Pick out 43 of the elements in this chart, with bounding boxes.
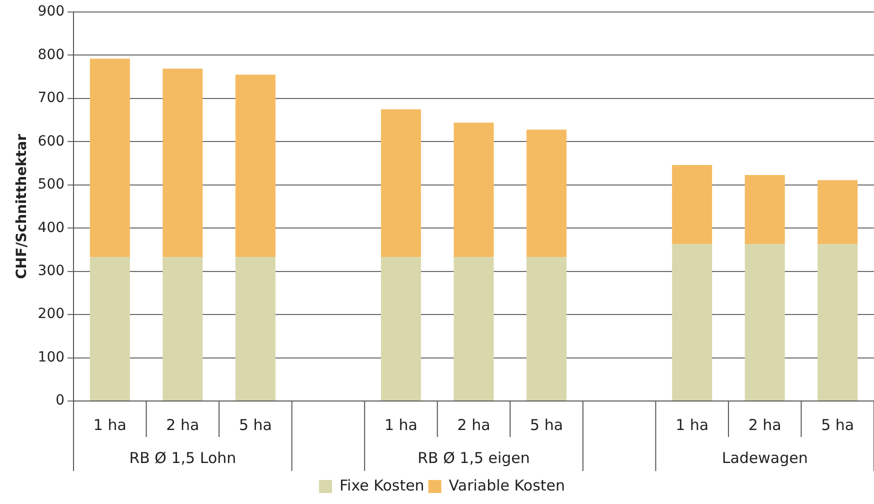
y-tick-label: 500 [38, 176, 65, 193]
bar [672, 165, 712, 244]
bar [235, 74, 276, 258]
y-tick-label: 900 [38, 4, 65, 20]
bar [235, 257, 276, 400]
bar [162, 257, 203, 400]
bar [526, 130, 567, 258]
text: Ladewagen [722, 448, 808, 467]
bar [526, 257, 567, 400]
bar [672, 244, 712, 400]
x-tick-label: 5 ha [238, 416, 272, 434]
y-tick-label: 300 [38, 262, 65, 279]
y-tick-label: 200 [38, 306, 65, 322]
y-tick-label: 700 [38, 90, 65, 106]
x-tick-label: 2 ha [457, 416, 490, 434]
y-tick-label: 800 [38, 46, 65, 63]
bar [818, 244, 858, 400]
bar [90, 58, 130, 258]
bar [90, 257, 130, 400]
x-tick-label: 2 ha [748, 416, 782, 434]
bar [744, 174, 785, 244]
x-tick-label: 5 ha [821, 416, 854, 434]
x-tick-label: 1 ha [384, 416, 418, 434]
bar [454, 122, 494, 258]
text: RB Ø 1,5 Lohn [129, 448, 236, 467]
y-tick-label: 0 [56, 392, 65, 409]
text: RB Ø 1,5 eigen [418, 448, 530, 467]
x-tick-label: 2 ha [166, 416, 200, 434]
y-tick-label: 400 [38, 220, 65, 236]
legend-label: Variable Kosten [448, 476, 566, 494]
bar [744, 244, 785, 400]
bar [380, 257, 421, 400]
y-tick-label: 600 [38, 133, 65, 150]
x-tick-label: 1 ha [676, 416, 709, 434]
x-tick-label: 1 ha [93, 416, 126, 434]
y-axis-title: CHF/Schnitthektar [14, 134, 30, 279]
bar [454, 257, 494, 400]
bar [162, 68, 203, 258]
bar [380, 109, 421, 258]
y-tick-label: 100 [38, 349, 65, 366]
legend-label: Fixe Kosten [339, 476, 424, 494]
bar [818, 180, 858, 244]
x-tick-label: 5 ha [530, 416, 564, 434]
